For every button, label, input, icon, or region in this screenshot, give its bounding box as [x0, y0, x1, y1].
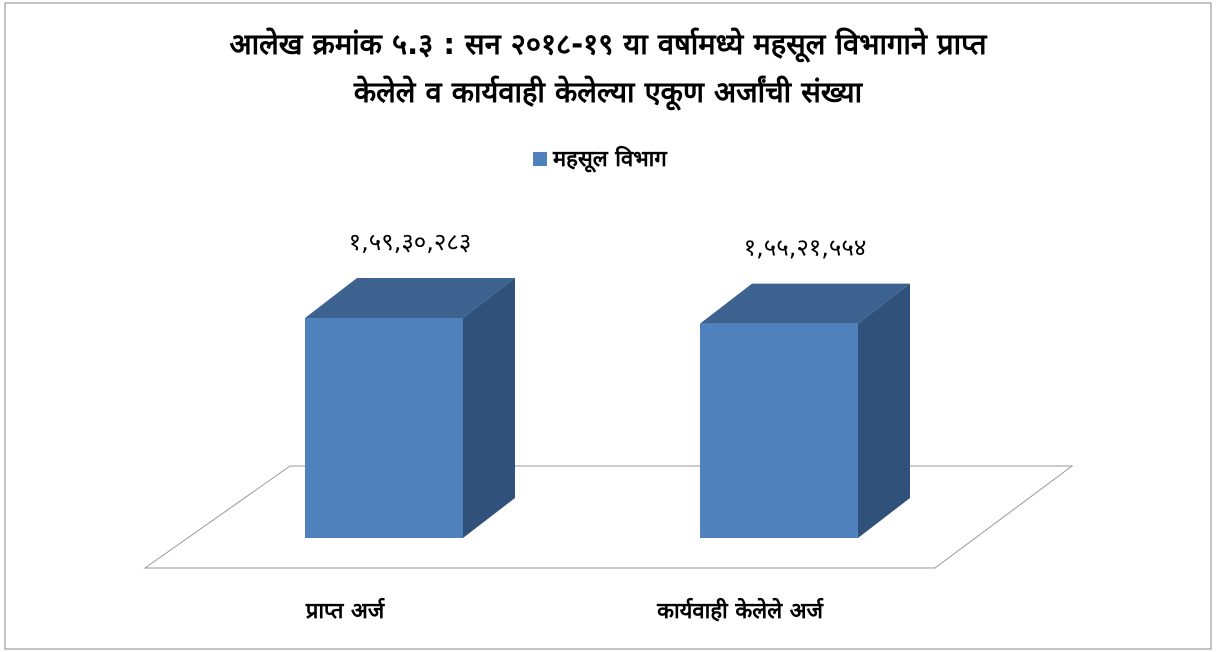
legend-label: महसूल विभाग — [552, 145, 668, 173]
bar — [700, 283, 910, 538]
chart-title: आलेख क्रमांक ५.३ : सन २०१८-१९ या वर्षामध… — [229, 27, 988, 63]
legend-swatch — [533, 152, 547, 166]
bar-side — [463, 278, 515, 538]
bar-top — [700, 283, 910, 324]
x-tick-label: प्राप्त अर्ज — [305, 597, 386, 624]
bar-front — [305, 318, 463, 538]
value-label: १,५५,२१,५५४ — [744, 234, 867, 262]
bar — [305, 278, 515, 538]
x-tick-label: कार्यवाही केलेले अर्ज — [656, 597, 825, 624]
bar-top — [305, 278, 515, 318]
chart-title: केलेले व कार्यवाही केलेल्या एकूण अर्जांच… — [353, 75, 864, 111]
bar-front — [700, 323, 858, 538]
floor — [143, 465, 1074, 569]
bar-side — [858, 283, 910, 538]
value-label: १,५९,३०,२८३ — [349, 228, 472, 256]
